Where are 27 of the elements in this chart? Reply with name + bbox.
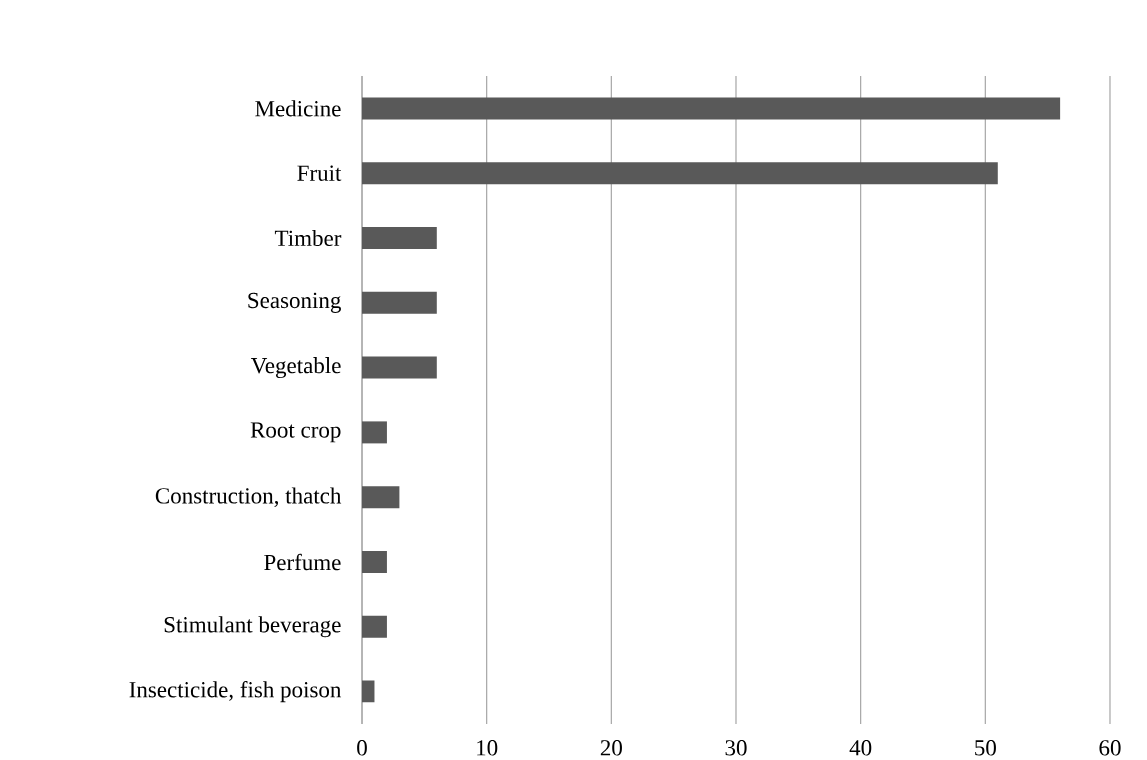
x-tick-label: 30	[725, 740, 747, 756]
bar	[362, 356, 437, 379]
y-tick-label: Construction, thatch	[155, 487, 342, 507]
bar	[362, 97, 1061, 120]
x-tick-label: 60	[1099, 740, 1121, 756]
y-tick-label: Seasoning	[248, 292, 341, 313]
bar	[362, 550, 387, 573]
bar	[362, 486, 400, 509]
bar	[362, 226, 437, 249]
bar	[362, 615, 387, 638]
bar	[362, 680, 375, 703]
x-tick-label: 20	[600, 740, 622, 756]
y-tick-label: Perfume	[264, 553, 341, 571]
bar	[362, 291, 437, 314]
y-tick-label: Medicine	[255, 100, 341, 117]
y-tick-label: Timber	[274, 229, 342, 247]
y-tick-label: Vegetable	[250, 357, 341, 379]
x-tick-label: 0	[357, 740, 367, 756]
bar	[362, 162, 998, 185]
y-tick-label: Fruit	[297, 165, 342, 181]
x-tick-label: 50	[975, 740, 996, 756]
y-tick-label: Insecticide, fish poison	[129, 681, 342, 703]
y-tick-label: Root crop	[250, 422, 341, 443]
x-tick-label: 10	[477, 740, 498, 756]
bar	[362, 421, 387, 444]
y-tick-label: Stimulant beverage	[164, 616, 341, 638]
x-tick-label: 40	[849, 740, 872, 756]
